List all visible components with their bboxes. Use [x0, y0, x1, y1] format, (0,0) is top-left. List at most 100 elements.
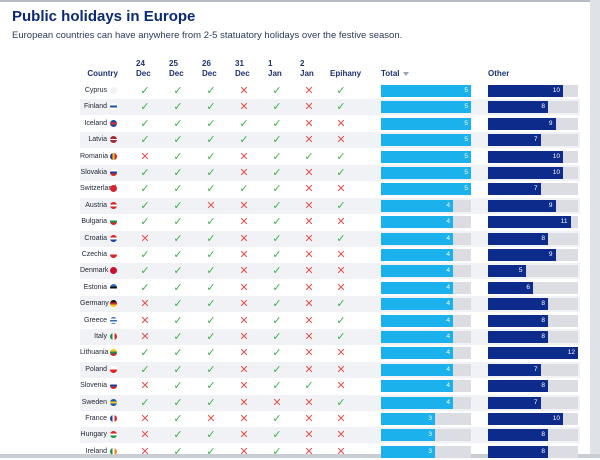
other-bar: 12	[488, 347, 578, 360]
other-bar-label: 10	[552, 415, 560, 422]
country-name: Cyprus	[84, 87, 107, 94]
column-header-2-jan: 2 Jan	[300, 59, 314, 79]
check-icon: ✓	[140, 101, 150, 114]
cross-icon: ✕	[304, 429, 314, 442]
other-bar-label: 8	[541, 447, 545, 455]
check-icon: ✓	[140, 199, 150, 212]
total-bar: 4	[381, 380, 453, 393]
country-cell: Sweden	[80, 395, 117, 411]
check-icon: ✓	[336, 331, 346, 343]
table-row: Latvia ✓ ✓ ✓ ✓ ✓ ✕ ✕ 5 7	[80, 132, 580, 149]
check-icon: ✓	[336, 232, 346, 245]
other-bar-track: 8	[488, 445, 578, 458]
other-bar: 7	[488, 183, 541, 196]
cross-icon: ✕	[304, 101, 314, 114]
total-bar: 4	[381, 396, 453, 409]
check-icon: ✓	[272, 331, 282, 343]
cross-icon: ✕	[304, 347, 314, 360]
cross-icon: ✕	[239, 265, 249, 278]
other-bar-label: 8	[541, 103, 545, 111]
total-bar-track: 4	[381, 265, 471, 278]
check-icon: ✓	[239, 117, 249, 130]
other-bar-track: 7	[488, 134, 578, 147]
cross-icon: ✕	[304, 134, 314, 147]
other-bar: 7	[488, 396, 541, 409]
other-bar: 6	[488, 281, 533, 294]
check-icon: ✓	[304, 380, 314, 393]
cross-icon: ✕	[304, 199, 314, 212]
table-row: Hungary ✕ ✓ ✓ ✕ ✓ ✕ ✕ 3 8	[80, 427, 580, 444]
other-bar: 5	[488, 265, 526, 278]
cross-icon: ✕	[239, 101, 249, 114]
check-icon: ✓	[206, 183, 216, 196]
header-month: Dec	[169, 69, 184, 78]
cross-icon: ✕	[239, 232, 249, 245]
table-row: Bulgaria ✓ ✓ ✓ ✕ ✓ ✕ ✕ 4 11	[80, 214, 580, 230]
bottom-border	[0, 454, 600, 458]
table-row: Sweden ✓ ✓ ✓ ✕ ✕ ✕ ✓ 4 7	[80, 394, 580, 411]
cross-icon: ✕	[304, 85, 314, 97]
table-row: Slovenia ✕ ✓ ✓ ✕ ✓ ✓ ✕ 4 8	[80, 378, 580, 394]
check-icon: ✓	[206, 314, 216, 327]
page-subtitle: European countries can have anywhere fro…	[12, 30, 403, 41]
check-icon: ✓	[173, 265, 183, 278]
header-day: 24	[136, 59, 145, 68]
total-bar-track: 4	[381, 331, 471, 343]
total-bar-track: 4	[381, 363, 471, 376]
check-icon: ✓	[336, 396, 346, 409]
total-bar: 3	[381, 445, 435, 458]
cross-icon: ✕	[304, 216, 314, 229]
cross-icon: ✕	[239, 199, 249, 212]
total-bar-label: 5	[464, 103, 468, 111]
other-bar: 10	[488, 167, 563, 179]
other-bar-label: 8	[541, 382, 545, 390]
cross-icon: ✕	[304, 314, 314, 327]
check-icon: ✓	[173, 232, 183, 245]
cross-icon: ✕	[239, 429, 249, 442]
scrollbar-track[interactable]	[590, 0, 600, 458]
check-icon: ✓	[173, 216, 183, 229]
check-icon: ✓	[206, 117, 216, 130]
table-row: Switzerland ✓ ✓ ✓ ✓ ✓ ✕ ✕ 5 7	[80, 181, 580, 197]
total-bar: 5	[381, 150, 471, 163]
country-cell: Poland	[80, 362, 117, 378]
table-row: Poland ✓ ✓ ✓ ✕ ✓ ✕ ✕ 4 7	[80, 361, 580, 378]
cross-icon: ✕	[304, 265, 314, 278]
check-icon: ✓	[272, 134, 282, 147]
cross-icon: ✕	[336, 281, 346, 294]
check-icon: ✓	[140, 183, 150, 196]
cross-icon: ✕	[239, 150, 249, 163]
check-icon: ✓	[206, 347, 216, 360]
other-bar: 8	[488, 101, 548, 114]
other-bar-track: 5	[488, 265, 578, 278]
cross-icon: ✕	[239, 314, 249, 327]
check-icon: ✓	[272, 199, 282, 212]
country-cell: France	[80, 411, 117, 427]
table-row: Estonia ✓ ✓ ✓ ✕ ✓ ✕ ✕ 4 6	[80, 280, 580, 296]
other-bar: 10	[488, 85, 563, 97]
check-icon: ✓	[173, 380, 183, 393]
total-bar-track: 4	[381, 347, 471, 360]
check-icon: ✓	[173, 199, 183, 212]
other-bar-track: 8	[488, 232, 578, 245]
table-row: France ✕ ✓ ✕ ✕ ✓ ✕ ✕ 3 10	[80, 411, 580, 427]
country-name: Switzerland	[80, 185, 117, 193]
check-icon: ✓	[206, 85, 216, 97]
country-name: Lithuania	[80, 349, 109, 357]
total-bar-label: 5	[464, 119, 468, 127]
total-bar-track: 4	[381, 396, 471, 409]
column-header-total[interactable]: Total	[381, 69, 409, 78]
total-bar-label: 4	[446, 333, 450, 340]
table-row: Lithuania ✓ ✓ ✓ ✕ ✓ ✕ ✕ 4 12	[80, 345, 580, 361]
country-cell: Lithuania	[80, 345, 117, 361]
header-day: 2	[300, 59, 305, 68]
other-bar-track: 11	[488, 216, 578, 229]
check-icon: ✓	[206, 281, 216, 294]
sort-down-icon[interactable]	[402, 71, 409, 76]
total-bar-label: 3	[428, 447, 432, 455]
country-name: Romania	[80, 152, 109, 160]
flag-greece-icon	[110, 316, 117, 324]
check-icon: ✓	[239, 134, 249, 147]
flag-ireland-icon	[110, 447, 117, 455]
total-bar: 5	[381, 85, 471, 97]
